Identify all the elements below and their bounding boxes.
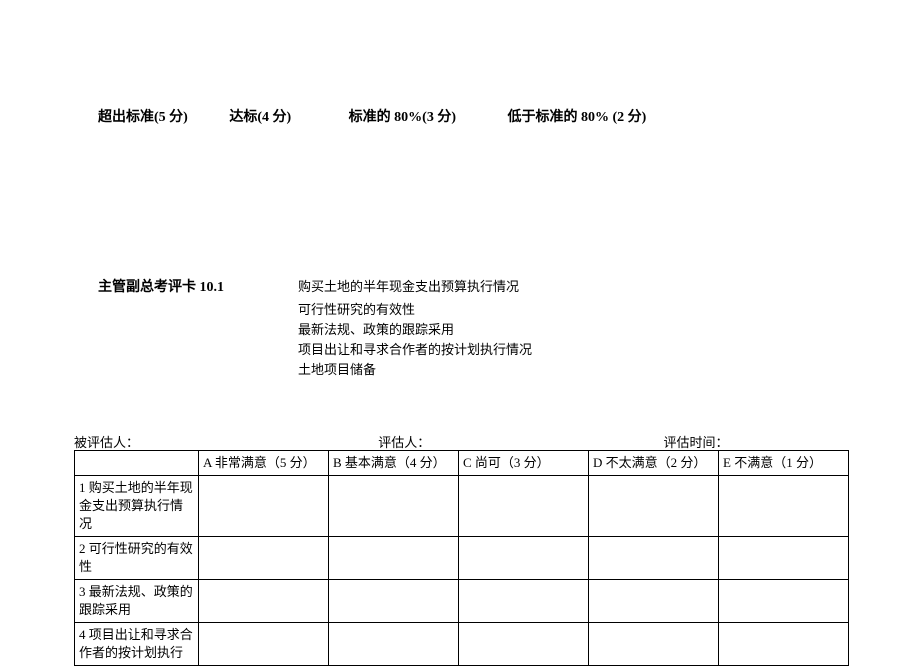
scoring-below80: 低于标准的 80% (2 分) [507, 106, 646, 126]
table-row: 1 购买土地的半年现金支出预算执行情况 [75, 476, 849, 537]
cell [589, 476, 719, 537]
row-label-3: 3 最新法规、政策的跟踪采用 [75, 580, 199, 623]
cell [589, 537, 719, 580]
scoring-standards-line: 超出标准(5 分) 达标(4 分) 标准的 80%(3 分) 低于标准的 80%… [98, 106, 646, 126]
criteria-list: 购买土地的半年现金支出预算执行情况 可行性研究的有效性 最新法规、政策的跟踪采用… [298, 277, 532, 380]
cell [589, 623, 719, 666]
cell [719, 623, 849, 666]
criteria-item-5: 土地项目储备 [298, 360, 532, 380]
cell [459, 537, 589, 580]
header-c: C 尚可（3 分） [459, 451, 589, 476]
table-row: 4 项目出让和寻求合作者的按计划执行 [75, 623, 849, 666]
cell [199, 537, 329, 580]
table-row: 2 可行性研究的有效性 [75, 537, 849, 580]
header-b: B 基本满意（4 分） [329, 451, 459, 476]
cell [329, 580, 459, 623]
section-title: 主管副总考评卡 10.1 [98, 276, 224, 296]
row-label-1: 1 购买土地的半年现金支出预算执行情况 [75, 476, 199, 537]
criteria-item-1: 购买土地的半年现金支出预算执行情况 [298, 277, 532, 297]
info-time: 评估时间： [664, 432, 729, 451]
cell [719, 580, 849, 623]
cell [459, 623, 589, 666]
cell [329, 537, 459, 580]
header-a: A 非常满意（5 分） [199, 451, 329, 476]
header-e: E 不满意（1 分） [719, 451, 849, 476]
info-row: 被评估人： 评估人： 评估时间： [74, 432, 848, 451]
cell [459, 580, 589, 623]
scoring-meet: 达标(4 分) [229, 106, 291, 126]
cell [329, 623, 459, 666]
cell [459, 476, 589, 537]
cell [329, 476, 459, 537]
row-label-2: 2 可行性研究的有效性 [75, 537, 199, 580]
info-evaluated: 被评估人： [74, 432, 139, 451]
scoring-80pct: 标准的 80%(3 分) [349, 106, 456, 126]
cell [719, 537, 849, 580]
criteria-item-2: 可行性研究的有效性 [298, 300, 532, 320]
row-label-4: 4 项目出让和寻求合作者的按计划执行 [75, 623, 199, 666]
cell [199, 623, 329, 666]
criteria-item-3: 最新法规、政策的跟踪采用 [298, 320, 532, 340]
cell [199, 580, 329, 623]
scoring-exceed: 超出标准(5 分) [98, 106, 188, 126]
table-row: 3 最新法规、政策的跟踪采用 [75, 580, 849, 623]
cell [199, 476, 329, 537]
info-evaluator: 评估人： [378, 432, 430, 451]
evaluation-table: A 非常满意（5 分） B 基本满意（4 分） C 尚可（3 分） D 不太满意… [74, 450, 849, 666]
header-d: D 不太满意（2 分） [589, 451, 719, 476]
cell [719, 476, 849, 537]
table-header-row: A 非常满意（5 分） B 基本满意（4 分） C 尚可（3 分） D 不太满意… [75, 451, 849, 476]
header-blank [75, 451, 199, 476]
criteria-item-4: 项目出让和寻求合作者的按计划执行情况 [298, 340, 532, 360]
cell [589, 580, 719, 623]
